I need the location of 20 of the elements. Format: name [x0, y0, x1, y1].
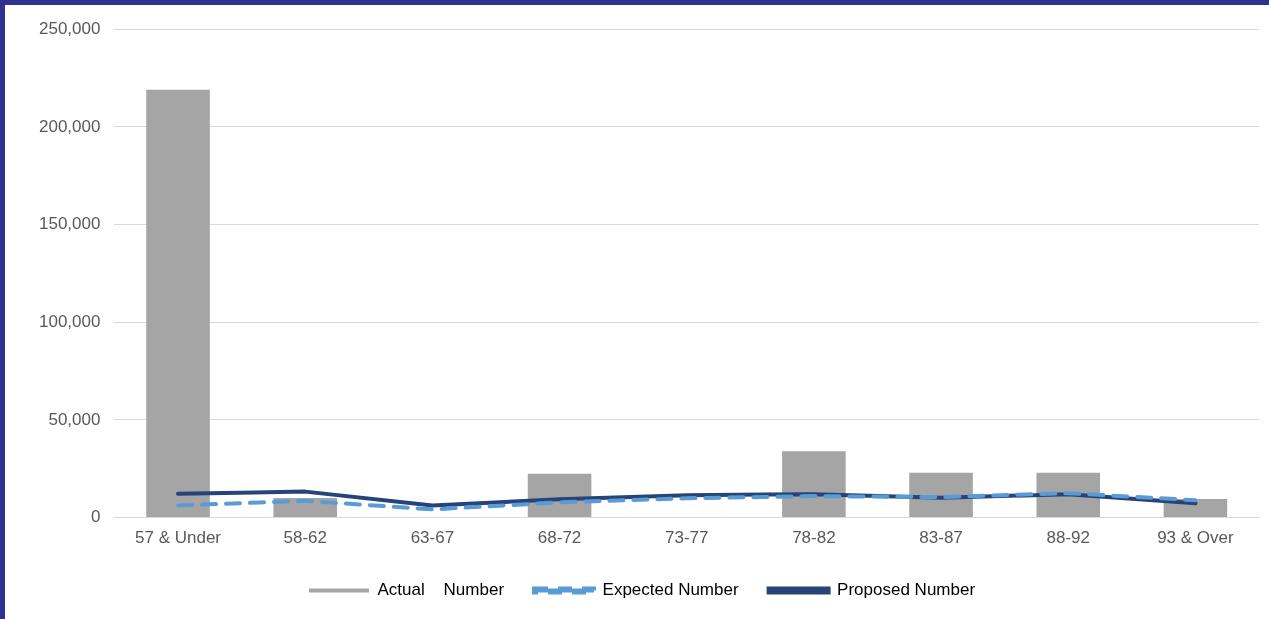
x-tick-label: 83-87 — [919, 528, 963, 548]
legend-label: Actual Number — [377, 580, 505, 600]
y-tick-label: 0 — [90, 507, 101, 527]
x-tick-label: 73-77 — [664, 528, 709, 548]
y-tick-label: 150,000 — [39, 214, 101, 234]
y-tick-label: 100,000 — [39, 311, 101, 331]
x-tick-label: 63-67 — [410, 528, 455, 548]
x-tick-label: 93 & Over — [1157, 528, 1235, 548]
x-tick-label: 78-82 — [792, 528, 836, 548]
y-tick-label: 250,000 — [39, 18, 101, 38]
x-tick-label: 58-62 — [283, 528, 327, 548]
x-tick-label: 68-72 — [537, 528, 582, 548]
x-tick-label: 57 & Under — [135, 528, 222, 548]
y-tick-label: 50,000 — [48, 409, 101, 429]
bar — [146, 89, 210, 518]
x-tick-label: 88-92 — [1046, 528, 1090, 548]
legend-label: Proposed Number — [837, 580, 976, 600]
y-tick-label: 200,000 — [39, 116, 101, 136]
legend-label: Expected Number — [602, 580, 739, 600]
bar — [782, 451, 846, 518]
